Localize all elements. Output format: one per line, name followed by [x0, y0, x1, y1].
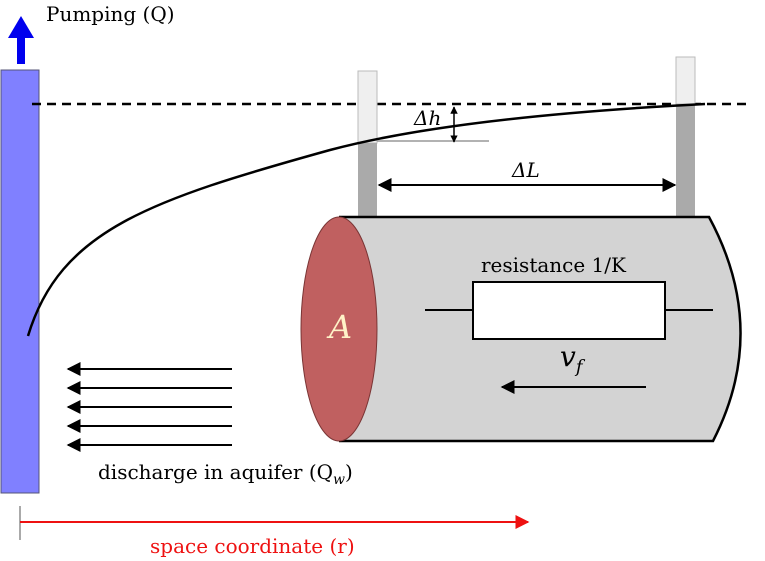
area-label: A: [329, 308, 353, 346]
piezometer-right: [675, 56, 696, 217]
velocity-subscript: f: [575, 356, 583, 378]
delta-l-label: ΔL: [512, 158, 540, 182]
pumping-arrow: [8, 16, 34, 64]
discharge-subscript: w: [333, 472, 346, 488]
well: [0, 69, 40, 494]
pumping-label: Pumping (Q): [46, 2, 175, 26]
discharge-label: discharge in aquifer (Qw): [98, 460, 353, 488]
velocity-label: vf: [560, 340, 583, 378]
resistance-label: resistance 1/K: [481, 253, 626, 277]
drawdown-curve: [26, 102, 706, 337]
velocity-symbol: v: [560, 340, 576, 373]
delta-h-label: Δh: [414, 106, 442, 130]
cross-section-area: [300, 216, 378, 442]
space-axis: [19, 506, 530, 540]
space-coordinate-label: space coordinate (r): [150, 534, 355, 558]
resistor-symbol: [425, 281, 713, 340]
discharge-arrows: [66, 362, 232, 452]
discharge-close: ): [345, 460, 353, 484]
discharge-text: discharge in aquifer (Q: [98, 460, 334, 484]
aquifer-cylinder-outline: [339, 215, 742, 443]
piezometer-left: [357, 70, 378, 217]
